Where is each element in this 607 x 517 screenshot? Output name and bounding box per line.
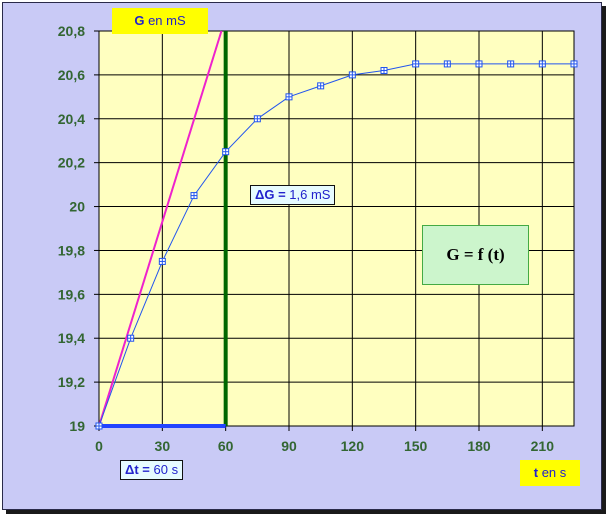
data-point: [380, 67, 388, 74]
series-line: [98, 63, 574, 427]
data-point: [443, 60, 451, 68]
y-tick-label: 20,4: [58, 111, 85, 127]
data-point: [127, 334, 135, 342]
data-point: [412, 60, 420, 68]
data-point: [317, 82, 325, 90]
y-axis-label: G en mS: [112, 8, 208, 34]
y-tick-label: 19,8: [58, 242, 85, 258]
data-point: [190, 192, 198, 200]
x-tick-label: 210: [531, 438, 555, 454]
data-point: [570, 60, 578, 68]
data-point: [222, 148, 230, 156]
chart-marks: [95, 30, 578, 430]
data-point: [538, 60, 546, 68]
data-point: [475, 60, 483, 68]
y-tick-label: 19,2: [58, 374, 85, 390]
data-point: [285, 93, 293, 101]
x-tick-label: 0: [95, 438, 103, 454]
x-tick-label: 30: [155, 438, 171, 454]
data-point: [158, 257, 166, 265]
tick-labels: 0 30 60 90 120 150 180 210 19 19,2 19,4 19,6 19,8 20 2…: [58, 23, 554, 454]
tangent-line: [98, 30, 223, 427]
x-tick-label: 150: [404, 438, 428, 454]
y-tick-label: 19,6: [58, 286, 85, 302]
x-tick-label: 60: [218, 438, 234, 454]
y-tick-label: 20,8: [58, 23, 85, 39]
x-tick-label: 180: [467, 438, 491, 454]
x-tick-label: 120: [341, 438, 365, 454]
delta-g-annotation: ΔG = 1,6 mS: [250, 185, 336, 205]
y-tick-label: 20,2: [58, 155, 85, 171]
equation-label: G = f (t): [422, 225, 529, 285]
x-axis-label: t en s: [520, 460, 580, 486]
delta-t-annotation: Δt = 60 s: [120, 460, 184, 480]
x-tick-label: 90: [281, 438, 297, 454]
y-tick-label: 19,4: [58, 330, 85, 346]
data-point: [253, 115, 261, 123]
y-tick-label: 20: [69, 199, 85, 215]
data-point: [348, 71, 356, 79]
data-point: [507, 60, 515, 68]
y-tick-label: 20,6: [58, 67, 85, 83]
y-tick-label: 19: [69, 418, 85, 434]
data-point: [95, 422, 103, 430]
